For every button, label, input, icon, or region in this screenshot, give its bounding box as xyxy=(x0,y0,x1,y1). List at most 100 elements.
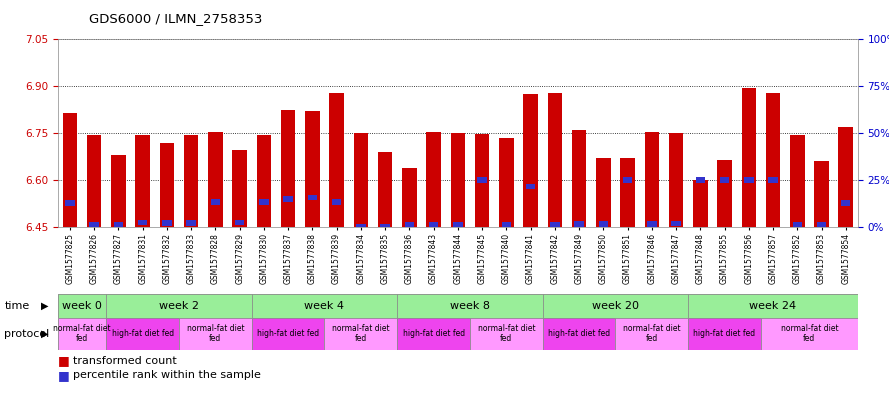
Bar xyxy=(397,294,542,318)
Bar xyxy=(596,158,611,227)
Bar xyxy=(329,92,344,227)
Bar xyxy=(693,180,708,227)
Bar xyxy=(814,162,829,227)
Bar xyxy=(58,294,107,318)
Bar xyxy=(470,318,542,350)
Text: ▶: ▶ xyxy=(41,329,48,339)
Text: ■: ■ xyxy=(58,369,69,382)
Bar xyxy=(695,177,705,183)
Bar xyxy=(572,130,587,227)
Bar xyxy=(332,199,341,205)
Bar xyxy=(135,135,150,227)
Bar xyxy=(232,151,247,227)
Bar xyxy=(768,177,778,183)
Text: week 24: week 24 xyxy=(749,301,797,311)
Bar xyxy=(645,132,659,227)
Text: transformed count: transformed count xyxy=(73,356,177,366)
Bar xyxy=(615,318,688,350)
Bar xyxy=(62,113,77,227)
Bar xyxy=(65,200,75,206)
Bar xyxy=(281,110,295,227)
Text: week 20: week 20 xyxy=(592,301,639,311)
Text: percentile rank within the sample: percentile rank within the sample xyxy=(73,370,260,380)
Text: high-fat diet fed: high-fat diet fed xyxy=(112,329,173,338)
Bar xyxy=(542,294,688,318)
Bar xyxy=(647,221,657,227)
Bar xyxy=(90,222,99,228)
Text: normal-fat diet
fed: normal-fat diet fed xyxy=(477,324,535,343)
Bar xyxy=(688,318,761,350)
Bar xyxy=(550,222,559,228)
Bar xyxy=(761,318,858,350)
Bar xyxy=(257,135,271,227)
Bar xyxy=(501,222,511,228)
Text: normal-fat diet
fed: normal-fat diet fed xyxy=(187,324,244,343)
Text: week 2: week 2 xyxy=(159,301,199,311)
Bar xyxy=(114,222,124,228)
Bar xyxy=(397,318,470,350)
Bar xyxy=(87,135,101,227)
Text: high-fat diet fed: high-fat diet fed xyxy=(693,329,756,338)
Bar xyxy=(744,177,754,183)
Bar xyxy=(451,133,465,227)
Text: ▶: ▶ xyxy=(41,301,48,311)
Bar xyxy=(107,294,252,318)
Bar xyxy=(354,133,368,227)
Bar xyxy=(817,222,826,228)
Bar xyxy=(211,199,220,205)
Text: high-fat diet fed: high-fat diet fed xyxy=(548,329,610,338)
Bar xyxy=(187,220,196,226)
Bar xyxy=(324,318,397,350)
Text: ■: ■ xyxy=(58,354,69,367)
Bar xyxy=(58,318,107,350)
Text: high-fat diet fed: high-fat diet fed xyxy=(403,329,465,338)
Text: protocol: protocol xyxy=(4,329,50,339)
Bar xyxy=(428,222,438,228)
Text: normal-fat diet
fed: normal-fat diet fed xyxy=(53,324,111,343)
Bar xyxy=(308,195,317,200)
Bar xyxy=(107,318,179,350)
Bar xyxy=(623,177,632,183)
Bar xyxy=(252,294,397,318)
Bar xyxy=(720,177,729,183)
Bar xyxy=(688,294,858,318)
Bar xyxy=(790,135,805,227)
Bar xyxy=(208,132,222,227)
Bar xyxy=(741,88,756,227)
Text: normal-fat diet
fed: normal-fat diet fed xyxy=(781,324,838,343)
Text: normal-fat diet
fed: normal-fat diet fed xyxy=(332,324,389,343)
Bar xyxy=(621,158,635,227)
Bar xyxy=(499,138,514,227)
Bar xyxy=(838,127,853,227)
Bar xyxy=(160,143,174,227)
Bar xyxy=(162,220,172,226)
Bar xyxy=(235,220,244,225)
Bar xyxy=(524,94,538,227)
Text: normal-fat diet
fed: normal-fat diet fed xyxy=(623,324,681,343)
Bar xyxy=(671,220,681,226)
Bar xyxy=(284,196,292,202)
Bar xyxy=(380,224,390,230)
Text: week 0: week 0 xyxy=(62,301,102,311)
Bar xyxy=(669,133,684,227)
Text: time: time xyxy=(4,301,29,311)
Bar xyxy=(526,184,535,189)
Bar xyxy=(305,111,320,227)
Bar xyxy=(378,152,392,227)
Bar xyxy=(598,221,608,227)
Text: GDS6000 / ILMN_2758353: GDS6000 / ILMN_2758353 xyxy=(89,12,262,25)
Bar xyxy=(548,92,562,227)
Bar xyxy=(402,168,417,227)
Bar xyxy=(111,155,125,227)
Bar xyxy=(574,221,584,227)
Bar xyxy=(717,160,732,227)
Bar xyxy=(138,220,148,225)
Bar xyxy=(184,135,198,227)
Bar xyxy=(260,199,268,205)
Bar xyxy=(793,222,802,228)
Bar xyxy=(475,134,489,227)
Bar xyxy=(179,318,252,350)
Bar xyxy=(841,200,851,206)
Bar xyxy=(427,132,441,227)
Bar xyxy=(765,92,781,227)
